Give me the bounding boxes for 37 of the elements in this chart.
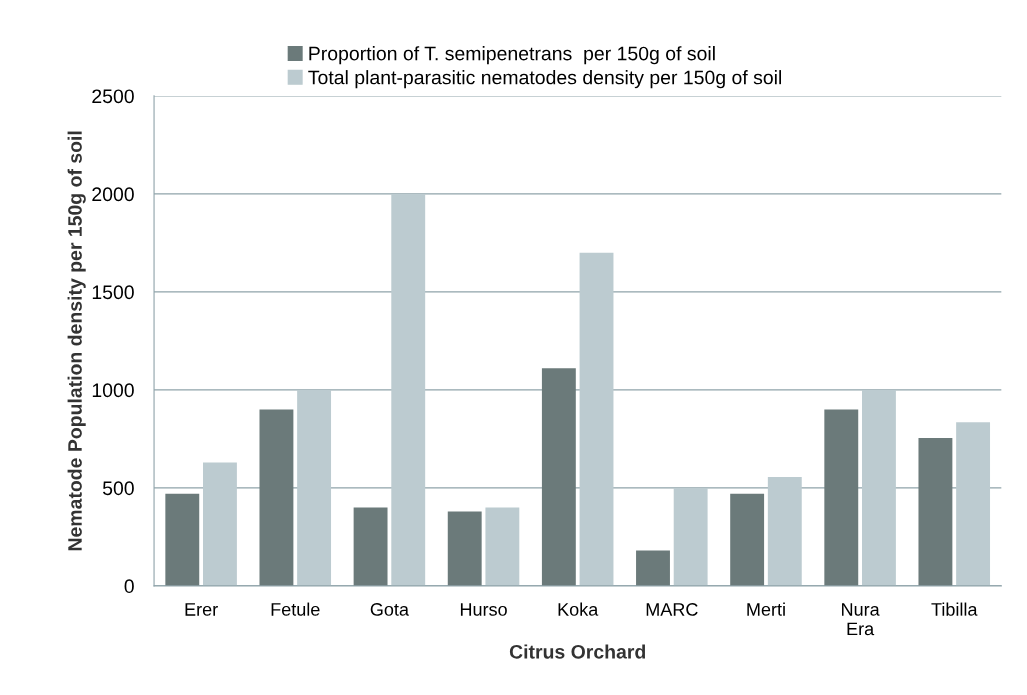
bar [730, 493, 765, 586]
x-tick-label: Koka [558, 602, 599, 616]
bar [541, 368, 576, 586]
bar [636, 550, 670, 586]
bar [918, 437, 953, 586]
x-tick-label: MARC [646, 603, 698, 616]
x-tick-label: Merti [747, 602, 785, 616]
bar [353, 507, 388, 586]
bar [824, 409, 859, 586]
bar [956, 422, 991, 586]
y-tick-label: 500 [102, 481, 134, 496]
x-axis-title: Citrus Orchard [509, 644, 646, 659]
bar [767, 477, 802, 586]
y-axis-title: Nematode Population density per 150g of soil [67, 131, 86, 551]
legend-label: Total plant-parasitic nematodes density per 150g of soil [308, 70, 782, 89]
bar [391, 193, 426, 586]
x-tick-label: Gota [370, 603, 409, 616]
bar [259, 409, 294, 586]
y-tick-label: 1500 [92, 285, 134, 300]
y-tick-label: 0 [124, 579, 134, 594]
x-tick-label: Fetule [271, 602, 320, 616]
x-tick-label: Nura Era [842, 603, 880, 636]
y-tick-label: 2500 [92, 89, 134, 104]
y-tick-label: 1000 [92, 383, 134, 398]
bar [165, 493, 200, 586]
x-tick-label: Erer [185, 603, 218, 616]
bar [485, 507, 520, 586]
x-tick-label: Hurso [460, 603, 507, 616]
legend-label: Proportion of T. semipenetrans per 150g of soil [309, 46, 715, 65]
bar [297, 389, 332, 586]
bar [203, 462, 237, 586]
x-tick-label: Tibilla [931, 602, 978, 616]
bar [862, 389, 896, 586]
bar [673, 487, 708, 586]
bar [447, 511, 482, 586]
y-tick-label: 2000 [92, 187, 134, 202]
bar [579, 252, 614, 586]
